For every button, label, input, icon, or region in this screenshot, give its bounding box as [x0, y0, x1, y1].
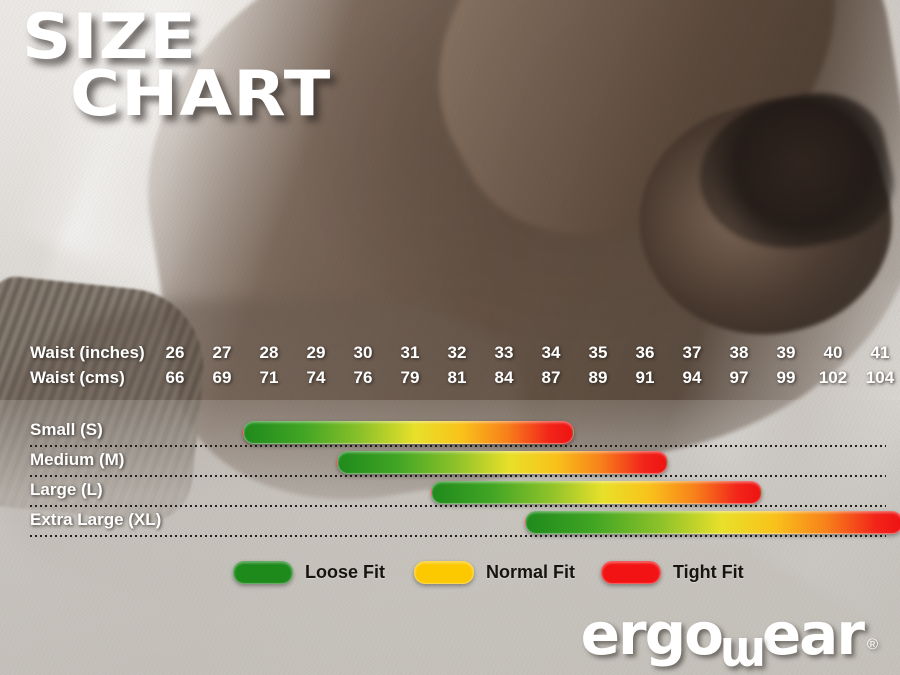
waist-inches-value: 39 — [776, 343, 796, 362]
title-line-2: CHART — [70, 57, 332, 131]
waist-cms-value: 94 — [682, 368, 702, 387]
waist-cms-label: Waist (cms) — [30, 368, 125, 387]
waist-cms-value: 81 — [447, 368, 467, 387]
legend-swatch — [414, 561, 474, 584]
waist-inches-value: 27 — [212, 343, 232, 362]
waist-inches-value: 29 — [306, 343, 326, 362]
waist-inches-value: 33 — [494, 343, 514, 362]
row-separator — [30, 475, 886, 477]
waist-inches-value: 41 — [870, 343, 890, 362]
waist-inches-value: 38 — [729, 343, 749, 362]
row-separator — [30, 505, 886, 507]
brand-text-ear: ear — [761, 600, 865, 668]
waist-cms-value: 69 — [212, 368, 232, 387]
legend-item: Loose Fit — [233, 561, 385, 584]
waist-cms-value: 79 — [400, 368, 420, 387]
size-row: Small (S) — [0, 417, 900, 447]
legend-label: Normal Fit — [486, 562, 576, 582]
size-row: Extra Large (XL) — [0, 507, 900, 537]
size-row-label: Medium (M) — [30, 450, 125, 469]
waist-inches-value: 32 — [447, 343, 467, 362]
brand-omega-w-icon: ɯ — [719, 620, 766, 675]
fit-legend: Loose Fit Normal Fit Tight Fit — [0, 561, 900, 591]
legend-item: Normal Fit — [414, 561, 575, 584]
waist-cms-value: 66 — [165, 368, 185, 387]
size-row-label: Small (S) — [30, 420, 103, 439]
brand-logo: ergo ɯ ear ® — [580, 600, 878, 675]
waist-cms-value: 89 — [588, 368, 608, 387]
waist-inches-value: 26 — [165, 343, 185, 362]
size-range-bar — [337, 451, 668, 474]
waist-inches-value: 34 — [541, 343, 561, 362]
waist-cms-value: 76 — [353, 368, 373, 387]
size-range-bar — [243, 421, 574, 444]
registered-trademark-icon: ® — [866, 636, 878, 653]
waist-cms-value: 84 — [494, 368, 514, 387]
waist-inches-value: 31 — [400, 343, 420, 362]
legend-label: Loose Fit — [305, 562, 385, 582]
waist-cms-value: 102 — [818, 368, 848, 387]
waist-inches-value: 40 — [823, 343, 843, 362]
waist-inches-label: Waist (inches) — [30, 343, 145, 362]
brand-wordmark: ergo ɯ ear — [580, 600, 865, 675]
title-line-1: SIZE — [22, 0, 197, 73]
page-title: SIZE CHART — [22, 5, 330, 124]
waist-inches-value: 35 — [588, 343, 608, 362]
waist-cms-value: 104 — [865, 368, 895, 387]
waist-inches-value: 30 — [353, 343, 373, 362]
brand-text-ergo: ergo — [580, 600, 724, 668]
size-row-label: Extra Large (XL) — [30, 510, 162, 529]
row-separator — [30, 535, 886, 537]
waist-cms-value: 91 — [635, 368, 655, 387]
waist-cms-value: 74 — [306, 368, 326, 387]
waist-cms-value: 97 — [729, 368, 749, 387]
legend-swatch — [601, 561, 661, 584]
size-range-bar — [431, 481, 762, 504]
legend-swatch — [233, 561, 293, 584]
waist-cms-value: 87 — [541, 368, 561, 387]
size-row: Medium (M) — [0, 447, 900, 477]
legend-label: Tight Fit — [673, 562, 744, 582]
waist-inches-value: 28 — [259, 343, 279, 362]
size-range-bar — [525, 511, 900, 534]
size-row: Large (L) — [0, 477, 900, 507]
size-row-label: Large (L) — [30, 480, 103, 499]
legend-item: Tight Fit — [601, 561, 744, 584]
waist-cms-value: 99 — [776, 368, 796, 387]
waist-inches-value: 37 — [682, 343, 702, 362]
row-separator — [30, 445, 886, 447]
waist-cms-value: 71 — [259, 368, 279, 387]
waist-inches-value: 36 — [635, 343, 655, 362]
